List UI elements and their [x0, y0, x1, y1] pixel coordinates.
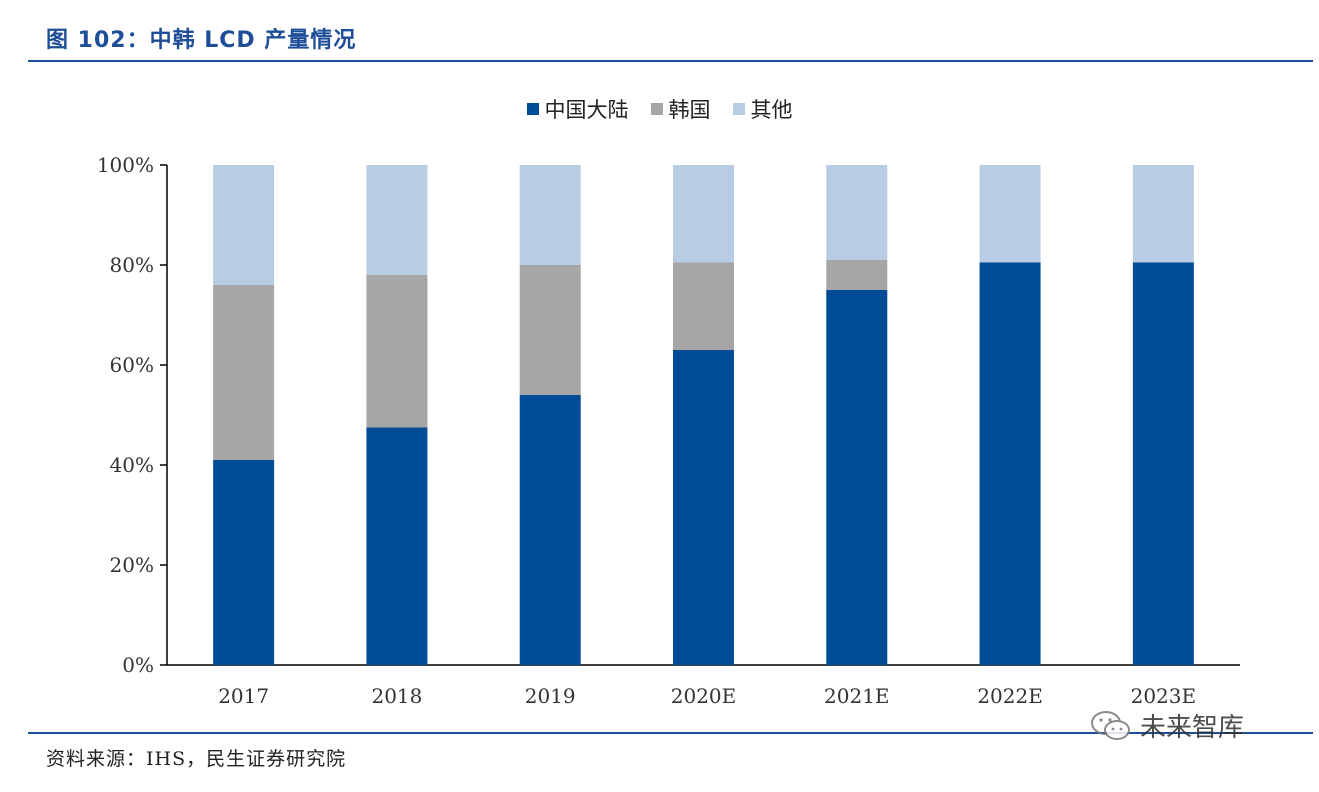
legend-item-korea: 韩国: [650, 94, 711, 124]
stacked-bar-chart: 0% 20% 40% 60% 80% 100% 2017 2018 2019 2020E 2021E…: [97, 153, 1240, 708]
x-tick-label: 2018: [371, 684, 422, 708]
page-title: 图 102：中韩 LCD 产量情况: [46, 28, 357, 53]
y-tick-label: 80%: [110, 253, 154, 277]
bar-korea-2020E: [673, 262, 734, 350]
bar-china-2021E: [826, 290, 888, 665]
watermark: 未来智库: [1088, 707, 1244, 744]
bar-china-2019: [519, 395, 581, 665]
y-tick-label: 0%: [122, 653, 154, 677]
bar-china-2022E: [979, 262, 1041, 665]
bar-china-2023E: [1132, 262, 1194, 665]
watermark-text: 未来智库: [1140, 713, 1245, 743]
bar-other-2017: [213, 165, 275, 285]
bar-other-2023E: [1132, 165, 1194, 263]
bar-korea-2017: [213, 285, 275, 460]
legend-item-china: 中国大陆: [526, 94, 629, 124]
source-note: 资料来源：IHS，民生证券研究院: [46, 748, 347, 770]
legend-label-korea: 韩国: [668, 98, 711, 122]
legend-swatch-korea: [650, 103, 663, 115]
x-tick-label: 2022E: [977, 684, 1043, 708]
bar-other-2018: [366, 165, 428, 275]
legend-label-other: 其他: [750, 98, 793, 122]
bar-other-2019: [519, 165, 581, 265]
x-tick-label: 2019: [525, 684, 576, 708]
x-tick-label: 2020E: [671, 684, 737, 708]
y-tick-label: 60%: [110, 353, 154, 377]
bar-korea-2019: [519, 265, 581, 395]
x-tick-label: 2023E: [1131, 684, 1197, 708]
y-tick-label: 100%: [97, 153, 154, 177]
bar-korea-2018: [366, 275, 428, 428]
y-tick-label: 40%: [110, 453, 154, 477]
wechat-icon: [1091, 710, 1130, 740]
x-tick-label: 2021E: [824, 684, 890, 708]
x-tick-label: 2017: [218, 684, 269, 708]
bar-other-2020E: [673, 165, 734, 263]
footer-divider: [28, 732, 1313, 734]
header-divider: [28, 60, 1313, 62]
legend-label-china: 中国大陆: [544, 98, 629, 122]
bar-china-2017: [213, 460, 275, 665]
bar-korea-2021E: [826, 260, 888, 290]
chart-legend: 中国大陆 韩国 其他: [0, 94, 1319, 124]
bar-china-2020E: [673, 350, 734, 665]
y-tick-label: 20%: [110, 553, 154, 577]
legend-item-other: 其他: [732, 94, 793, 124]
bar-other-2022E: [979, 165, 1041, 263]
legend-swatch-other: [732, 103, 745, 115]
bar-other-2021E: [826, 165, 888, 260]
bar-china-2018: [366, 427, 428, 665]
legend-swatch-china: [526, 103, 539, 115]
